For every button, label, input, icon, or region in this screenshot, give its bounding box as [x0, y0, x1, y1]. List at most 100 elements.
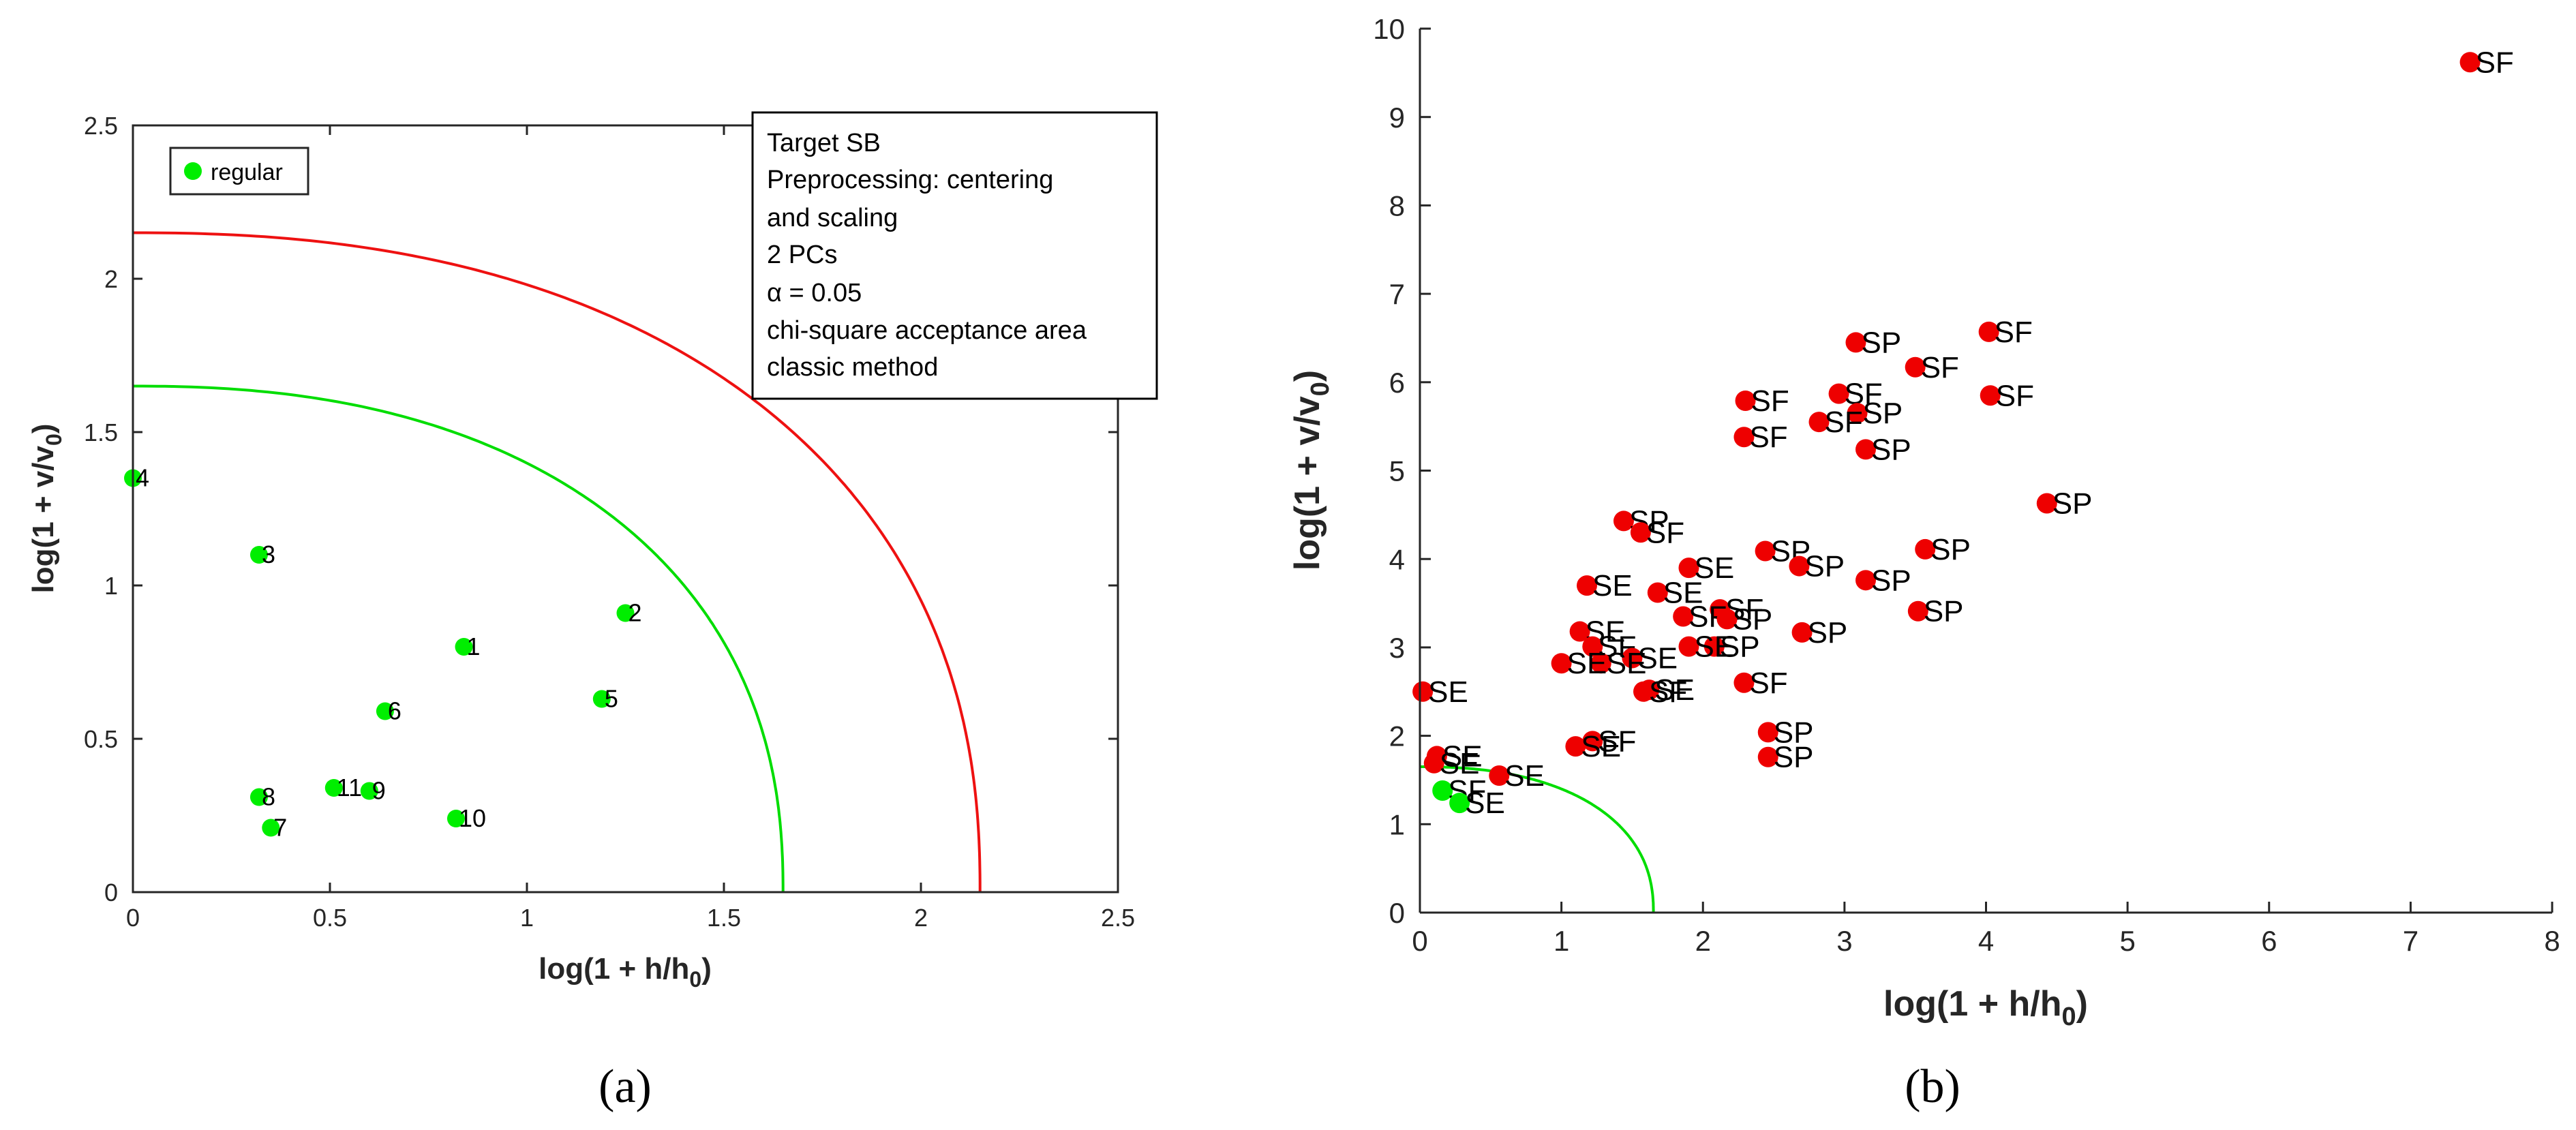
- x-tick-label: 5: [2119, 925, 2135, 957]
- point-marker: [1847, 403, 1868, 424]
- point-label: SE: [1442, 739, 1483, 773]
- point-marker: [1755, 540, 1776, 562]
- data-point: SP: [1757, 741, 1813, 774]
- point-label: SP: [1930, 533, 1971, 566]
- point-marker: [262, 819, 280, 837]
- data-point: SF: [1905, 351, 1959, 384]
- y-axis-title-b-close: ): [1288, 370, 1327, 382]
- point-marker: [1576, 575, 1597, 596]
- point-label: SE: [1654, 673, 1695, 707]
- y-axis-title-b-sub: 0: [1306, 382, 1335, 396]
- data-point: SE: [1489, 759, 1545, 793]
- data-point: SE: [1622, 641, 1678, 675]
- legend-marker-regular: [184, 162, 202, 180]
- point-marker: [1449, 793, 1470, 814]
- point-marker: [1432, 780, 1453, 801]
- x-tick-label: 2: [1695, 925, 1711, 957]
- caption-a: (a): [598, 1060, 652, 1113]
- point-marker: [2459, 52, 2481, 73]
- point-marker: [1613, 510, 1634, 532]
- point-label: SP: [1924, 595, 1964, 628]
- data-point: 10: [446, 804, 486, 832]
- point-marker: [1907, 600, 1928, 622]
- point-marker: [1980, 385, 2001, 406]
- point-marker: [1733, 672, 1755, 693]
- point-marker: [1551, 653, 1572, 674]
- data-point: SP: [1915, 533, 1971, 566]
- point-label: SF: [1649, 675, 1687, 709]
- x-tick-label: 1: [1554, 925, 1569, 957]
- point-marker: [2036, 493, 2057, 514]
- x-tick-label: 0: [126, 904, 140, 932]
- data-point: 2: [616, 599, 642, 627]
- x-tick-label: 1: [520, 904, 534, 932]
- y-axis-title-b: log(1 + v/v0): [1288, 370, 1335, 570]
- y-tick-label: 1.5: [84, 418, 118, 446]
- data-point: SE: [1423, 747, 1480, 780]
- x-axis-title-a-close: ): [701, 952, 712, 986]
- data-point: SP: [1845, 326, 1901, 359]
- y-tick-label: 7: [1389, 278, 1405, 310]
- scatter-points-a: 1 2 3 4 5 6 7 8 9 10 11: [124, 464, 642, 842]
- point-label: SF: [1995, 316, 2033, 349]
- y-tick-label: 0.5: [84, 725, 118, 753]
- point-label: SP: [2052, 487, 2093, 520]
- point-label: 6: [388, 697, 401, 725]
- info-box-a: Target SB Preprocessing: centering and s…: [751, 111, 1158, 400]
- point-marker: [592, 690, 611, 708]
- y-axis-title-a: log(1 + v/v0): [27, 424, 66, 594]
- data-point: SE: [1551, 647, 1607, 680]
- data-point: SE: [1412, 675, 1468, 709]
- point-marker: [1905, 356, 1926, 378]
- data-point: SF: [1673, 600, 1727, 634]
- point-label: SE: [1581, 730, 1621, 763]
- point-marker: [249, 546, 268, 564]
- point-marker: [1582, 636, 1603, 657]
- y-tick-label: 2.5: [84, 112, 118, 140]
- point-marker: [1789, 555, 1810, 577]
- y-tick-label: 0: [104, 879, 118, 906]
- data-point: SE: [1678, 630, 1734, 664]
- point-marker: [1915, 538, 1936, 560]
- data-point: 1: [455, 632, 481, 660]
- data-point: 5: [592, 685, 618, 713]
- point-marker: [1808, 412, 1830, 433]
- point-marker: [1735, 391, 1756, 412]
- point-marker: [1733, 427, 1755, 448]
- point-label: SP: [1871, 433, 1911, 466]
- data-point: SE: [1647, 576, 1703, 609]
- point-label: 2: [628, 599, 642, 627]
- data-point: SF: [1808, 406, 1863, 439]
- point-label: SF: [1749, 421, 1787, 454]
- point-marker: [1855, 439, 1877, 460]
- point-label: SF: [1749, 667, 1787, 700]
- data-point: SF: [1582, 724, 1637, 758]
- point-label: SF: [1751, 384, 1789, 418]
- y-tick-label: 1: [104, 572, 118, 600]
- point-label: SE: [1440, 747, 1480, 780]
- data-point: SF: [1630, 516, 1684, 549]
- x-axis-title-b: log(1 + h/h0): [1883, 984, 2088, 1031]
- point-marker: [1673, 606, 1694, 627]
- point-marker: [1791, 622, 1813, 643]
- point-marker: [1647, 582, 1668, 603]
- y-tick-label: 8: [1389, 190, 1405, 222]
- point-label: 1: [467, 632, 481, 660]
- info-line-scaling: and scaling: [767, 204, 898, 232]
- point-label: SP: [1863, 397, 1903, 430]
- plot-frame-a: [132, 124, 1119, 894]
- data-point: SE: [1590, 647, 1646, 680]
- point-marker: [1569, 621, 1590, 642]
- data-point: SP: [2036, 487, 2093, 520]
- y-tick-label: 5: [1389, 455, 1405, 487]
- y-tick-label: 2: [1389, 720, 1405, 752]
- point-marker: [1582, 731, 1603, 752]
- caption-b: (b): [1905, 1060, 1960, 1113]
- legend-label-regular: regular: [211, 159, 283, 185]
- data-point: SP: [1757, 716, 1813, 749]
- point-marker: [1423, 752, 1444, 774]
- info-line-pcs: 2 PCs: [767, 241, 837, 269]
- point-marker: [1633, 681, 1654, 702]
- point-label: SF: [2476, 46, 2514, 79]
